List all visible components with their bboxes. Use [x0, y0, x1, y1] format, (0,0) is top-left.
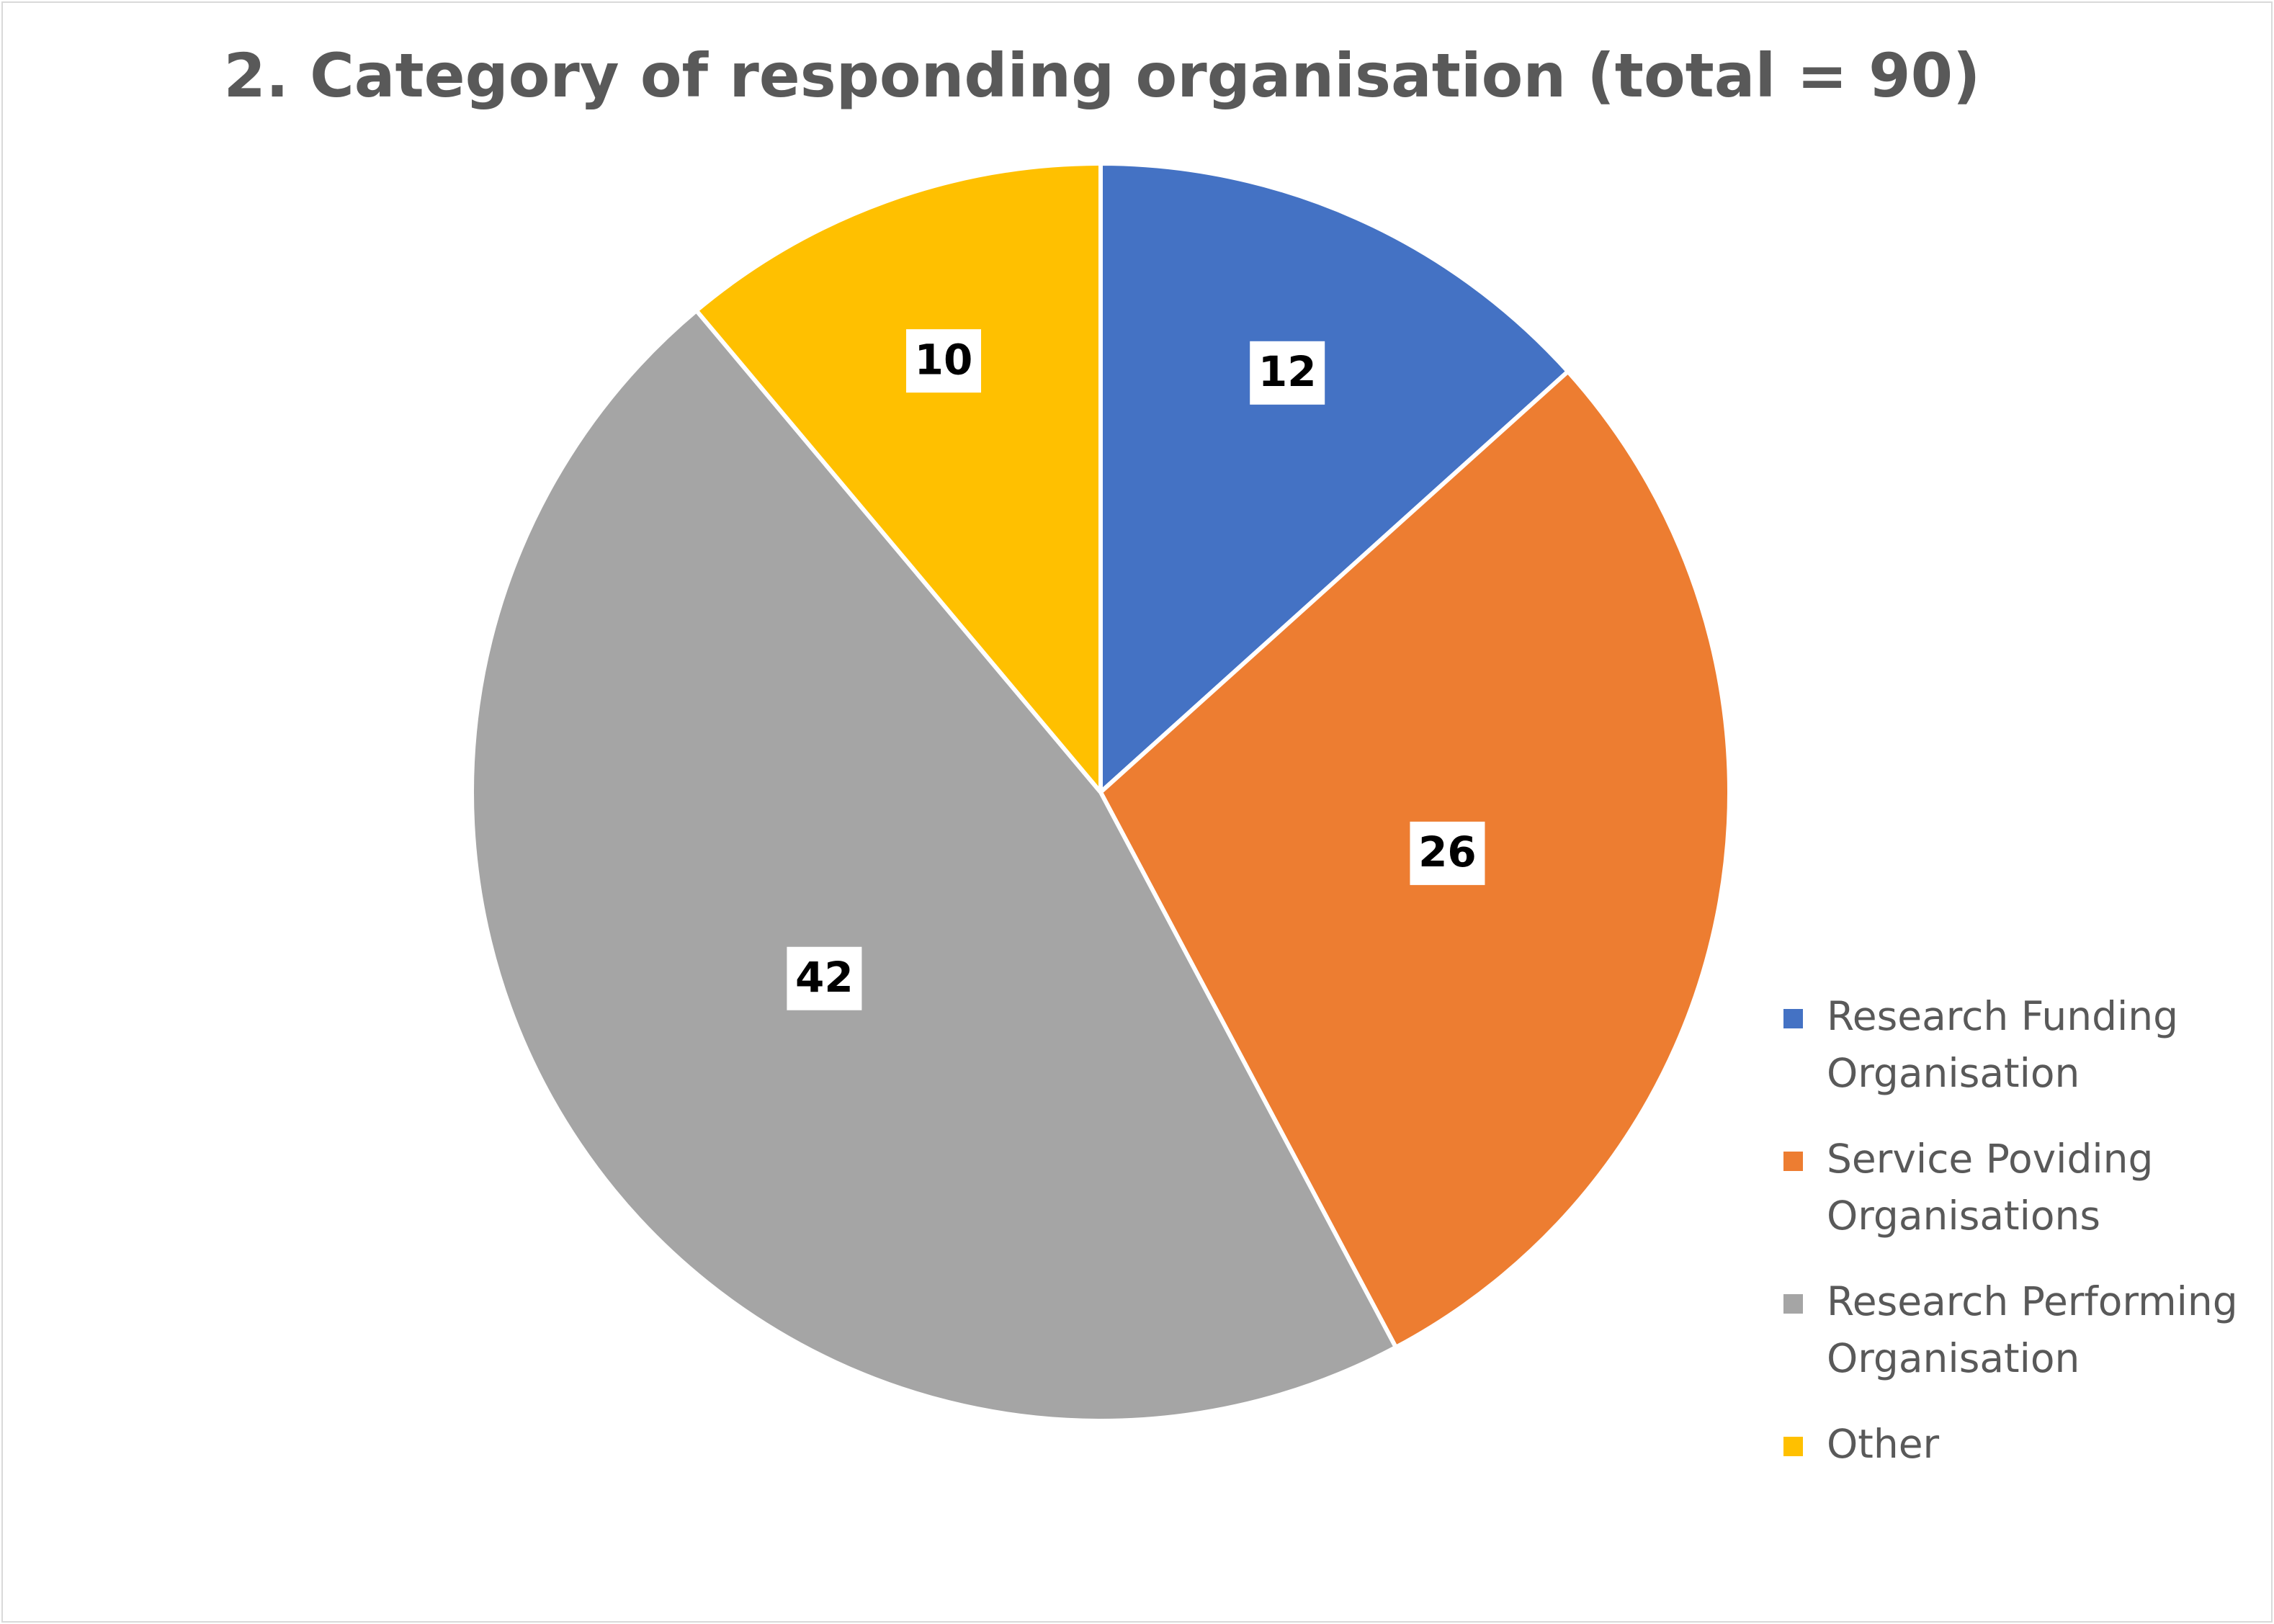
chart-title: 2. Category of responding organisation (…	[223, 40, 1981, 111]
pie-data-labels: 12 26 42 10	[787, 329, 1485, 1010]
data-label-box-other	[906, 329, 982, 393]
legend-label-other: Other	[1827, 1421, 1940, 1467]
data-label-text-service-providing: 26	[1418, 827, 1477, 876]
legend-item-other[interactable]: Other	[1783, 1416, 2259, 1473]
legend-item-research-funding[interactable]: Research Funding Organisation	[1783, 988, 2259, 1102]
data-label-other: 10	[906, 329, 982, 393]
pie-slice-other[interactable]	[694, 161, 1103, 794]
pie-slice-research-performing[interactable]	[470, 308, 1398, 1423]
data-label-box-service-providing	[1410, 821, 1485, 885]
pie-slices	[470, 161, 1732, 1423]
legend-swatch-service-providing	[1783, 1152, 1803, 1171]
legend-swatch-other	[1783, 1437, 1803, 1456]
legend-item-service-providing[interactable]: Service Poviding Organisations	[1783, 1131, 2259, 1244]
legend-label-research-performing: Research Performing Organisation	[1827, 1278, 2238, 1381]
legend-item-research-performing[interactable]: Research Performing Organisation	[1783, 1273, 2259, 1387]
data-label-text-research-funding: 12	[1258, 347, 1317, 396]
legend-swatch-research-performing	[1783, 1294, 1803, 1314]
data-label-research-performing: 42	[787, 946, 862, 1010]
data-label-box-research-performing	[787, 946, 862, 1010]
legend-label-service-providing: Service Poviding Organisations	[1827, 1136, 2154, 1239]
data-label-text-other: 10	[915, 335, 973, 384]
data-label-text-research-performing: 42	[795, 953, 854, 1002]
data-label-service-providing: 26	[1410, 821, 1485, 885]
pie-slice-research-funding[interactable]	[1098, 161, 1570, 794]
legend-swatch-research-funding	[1783, 1009, 1803, 1028]
data-label-box-research-funding	[1250, 341, 1325, 405]
legend: Research Funding Organisation Service Po…	[1783, 988, 2259, 1502]
legend-label-research-funding: Research Funding Organisation	[1827, 993, 2179, 1096]
data-label-research-funding: 12	[1250, 341, 1325, 405]
